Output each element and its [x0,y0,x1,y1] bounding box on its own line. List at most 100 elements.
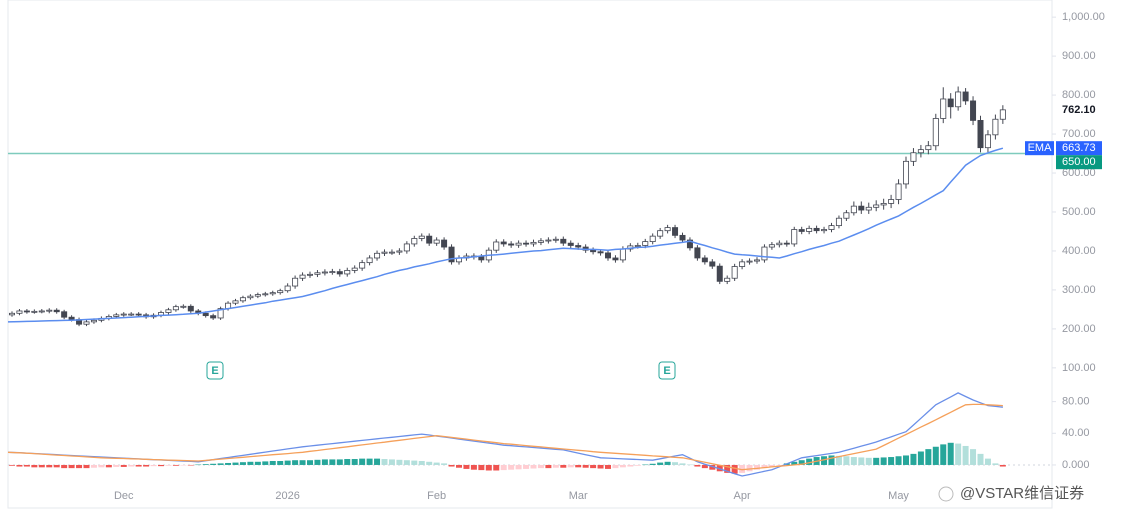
candle-body [739,261,746,267]
histogram-bar [388,459,395,465]
candle-body [426,235,433,244]
histogram-bar [545,464,552,469]
candle-body [530,241,537,245]
histogram-bar [835,455,842,465]
histogram-bar [940,444,947,465]
candle-body [396,250,403,253]
candle-body [947,98,954,108]
candle-body [441,239,448,248]
candle-body [46,309,53,312]
candle-body [247,295,254,299]
candle-body [999,109,1006,120]
histogram-bar [210,463,217,465]
candle-body [992,118,999,136]
histogram-bar [105,464,112,468]
candle-body [418,235,425,239]
histogram-bar [888,457,895,465]
histogram-bar [597,464,604,469]
candle-body [403,243,410,252]
histogram-bar [172,464,179,466]
candle-body [254,294,261,297]
histogram-bar [955,443,962,465]
candle-body [962,91,969,102]
candle-body [269,292,276,295]
histogram-bar [716,464,723,472]
histogram-bar [530,464,537,469]
candle-body [16,310,23,314]
candle-body [277,290,284,294]
candle-body [873,204,880,208]
histogram-bar [374,458,381,465]
ema-line [7,147,1004,323]
candle-body [120,313,127,316]
candle-body [731,266,738,279]
candle-body [321,271,328,274]
candle-body [903,160,910,185]
candle-body [90,319,97,323]
histogram-bar [612,464,619,469]
histogram-bar [254,461,261,465]
histogram-bar [195,464,202,466]
histogram-bar [23,464,30,467]
x-tick-label: Apr [734,490,751,502]
histogram-bar [46,464,53,468]
histogram-bar [731,464,738,474]
histogram-bar [321,459,328,465]
candle-body [83,321,90,325]
histogram-bar [292,460,299,465]
histogram-bar [366,458,373,465]
y-tick-label: 800.00 [1062,89,1096,101]
candle-body [351,267,358,271]
x-tick-label: 2026 [275,490,299,502]
histogram-bar [917,451,924,465]
candle-body [835,217,842,227]
histogram-bar [828,455,835,465]
histogram-bar [672,462,679,465]
candle-body [172,306,179,311]
candle-body [821,229,828,232]
histogram-bar [999,464,1006,467]
candle-body [359,262,366,269]
candle-body [217,308,224,319]
y-tick-label: 400.00 [1062,245,1096,257]
candle-body [701,257,708,263]
histogram-bar [76,464,83,469]
histogram-bar [269,461,276,465]
candle-body [984,134,991,149]
histogram-bar [120,464,127,467]
candle-body [672,227,679,236]
y-tick-label: 100.00 [1062,362,1096,374]
candle-body [746,260,753,263]
histogram-bar [135,464,142,467]
histogram-bar [843,456,850,465]
histogram-bar [739,464,746,473]
histogram-bar [344,459,351,465]
histogram-bar [537,464,544,469]
histogram-bar [791,461,798,465]
candle-body [597,251,604,254]
histogram-bar [478,464,485,471]
histogram-bar [247,461,254,465]
histogram-bar [970,449,977,465]
candle-body [888,199,895,204]
histogram-bar [90,464,97,468]
histogram-bar [508,464,515,470]
candle-body [754,259,761,262]
y-tick-label: 500.00 [1062,206,1096,218]
candle-body [813,227,820,232]
histogram-bar [299,460,306,465]
histogram-bar [619,464,626,468]
x-tick-label: Dec [114,490,134,502]
histogram-bar [590,464,597,469]
histogram-bar [567,464,574,468]
candle-body [590,249,597,253]
histogram-bar [754,464,760,470]
candle-body [493,241,500,251]
candle-body [865,206,872,211]
candle-body [783,242,790,245]
histogram-bar [143,464,150,467]
candle-body [575,245,582,248]
candle-body [843,212,850,219]
histogram-bar [411,460,418,465]
candle-body [23,310,30,313]
